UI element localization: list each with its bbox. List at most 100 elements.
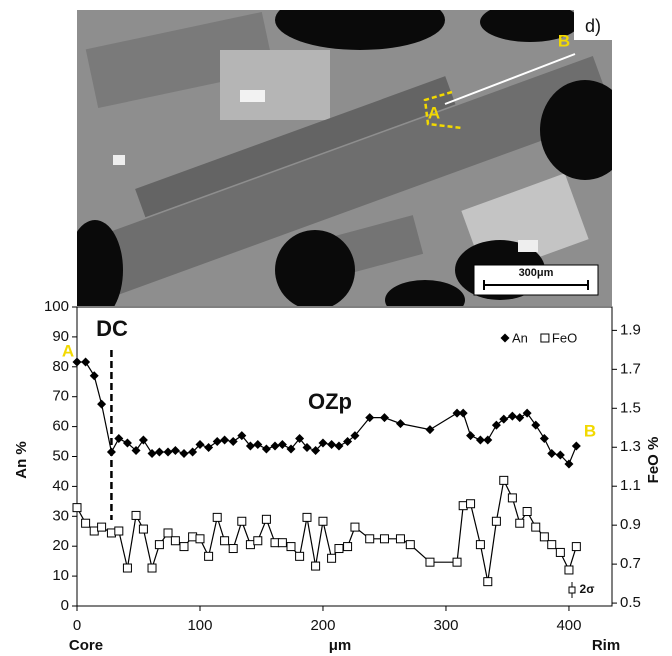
data-point <box>148 564 156 572</box>
data-point <box>344 543 352 551</box>
data-point <box>229 545 237 553</box>
data-point <box>459 502 467 510</box>
data-point <box>515 413 524 422</box>
x-tick-label: 400 <box>556 617 581 634</box>
x-tick-label: 100 <box>187 617 212 634</box>
data-point <box>132 511 140 519</box>
data-point <box>380 413 389 422</box>
data-point <box>426 558 434 566</box>
y2-tick-label: 1.9 <box>620 321 641 338</box>
data-point <box>139 525 147 533</box>
y-tick-label: 0 <box>61 597 69 614</box>
data-point <box>90 527 98 535</box>
figure: 300μm d) A B An % FeO % μm Core Rim DC O… <box>0 0 672 656</box>
data-point <box>453 558 461 566</box>
data-point <box>523 508 531 516</box>
point-b-label: B <box>584 421 596 440</box>
plot-frame <box>77 307 612 606</box>
data-point <box>271 539 279 547</box>
x-tick-label: 200 <box>310 617 335 634</box>
data-point <box>476 541 484 549</box>
y2-axis-label: FeO % <box>645 437 662 484</box>
data-point <box>287 543 295 551</box>
data-point <box>459 409 468 418</box>
data-point <box>262 515 270 523</box>
data-point <box>115 527 123 535</box>
data-point <box>180 449 189 458</box>
data-point <box>246 541 254 549</box>
data-point <box>540 434 549 443</box>
data-point <box>107 529 115 537</box>
data-point <box>396 419 405 428</box>
data-point <box>334 442 343 451</box>
data-point <box>327 440 336 449</box>
micrograph: 300μm d) A B <box>67 0 630 320</box>
legend-label: FeO <box>552 330 577 345</box>
y-tick-label: 70 <box>52 388 69 405</box>
y-tick-label: 30 <box>52 507 69 524</box>
data-point <box>204 443 213 452</box>
y2-tick-label: 1.1 <box>620 477 641 494</box>
data-point <box>278 440 287 449</box>
data-point <box>319 517 327 525</box>
data-point <box>254 537 262 545</box>
data-point <box>351 523 359 531</box>
data-point <box>483 436 492 445</box>
data-point <box>531 421 540 430</box>
data-point <box>205 552 213 560</box>
data-point <box>155 541 163 549</box>
data-point <box>155 448 164 457</box>
y2-tick-label: 0.9 <box>620 516 641 533</box>
y-tick-label: 20 <box>52 537 69 554</box>
data-point <box>532 523 540 531</box>
data-point <box>171 537 179 545</box>
data-point <box>213 513 221 521</box>
data-point <box>540 533 548 541</box>
y-tick-label: 50 <box>52 447 69 464</box>
ozp-label: OZp <box>308 389 352 414</box>
data-point <box>189 533 197 541</box>
data-point <box>123 564 131 572</box>
data-point <box>380 535 388 543</box>
data-point <box>82 519 90 527</box>
data-point <box>278 539 286 547</box>
data-point <box>406 541 414 549</box>
data-point <box>164 529 172 537</box>
y-tick-label: 60 <box>52 418 69 435</box>
data-point <box>164 448 173 457</box>
data-point <box>556 548 564 556</box>
point-b-label: B <box>558 31 570 50</box>
rim-label: Rim <box>592 637 620 654</box>
data-point <box>366 535 374 543</box>
core-label: Core <box>69 637 103 654</box>
data-point <box>572 543 580 551</box>
x-axis-label: μm <box>329 637 352 654</box>
data-point <box>548 541 556 549</box>
y-axis-label: An % <box>13 441 30 479</box>
data-point <box>296 552 304 560</box>
y2-tick-label: 1.7 <box>620 360 641 377</box>
data-point <box>262 445 271 454</box>
data-point <box>90 371 99 380</box>
x-tick-label: 300 <box>433 617 458 634</box>
data-point <box>114 434 123 443</box>
y2-tick-label: 1.5 <box>620 399 641 416</box>
data-point <box>229 437 238 446</box>
data-point <box>328 554 336 562</box>
data-point <box>196 535 204 543</box>
data-point <box>148 449 157 458</box>
data-point <box>271 442 280 451</box>
data-point <box>98 523 106 531</box>
data-point <box>213 437 222 446</box>
y2-tick-label: 1.3 <box>620 438 641 455</box>
data-point <box>516 519 524 527</box>
data-point <box>238 517 246 525</box>
panel-label: d) <box>585 16 601 36</box>
point-a-label: A <box>428 103 440 122</box>
scale-bar-label: 300μm <box>519 267 554 279</box>
data-point <box>220 436 229 445</box>
data-point <box>484 578 492 586</box>
data-point <box>335 545 343 553</box>
x-tick-label: 0 <box>73 617 81 634</box>
dc-label: DC <box>96 316 128 341</box>
